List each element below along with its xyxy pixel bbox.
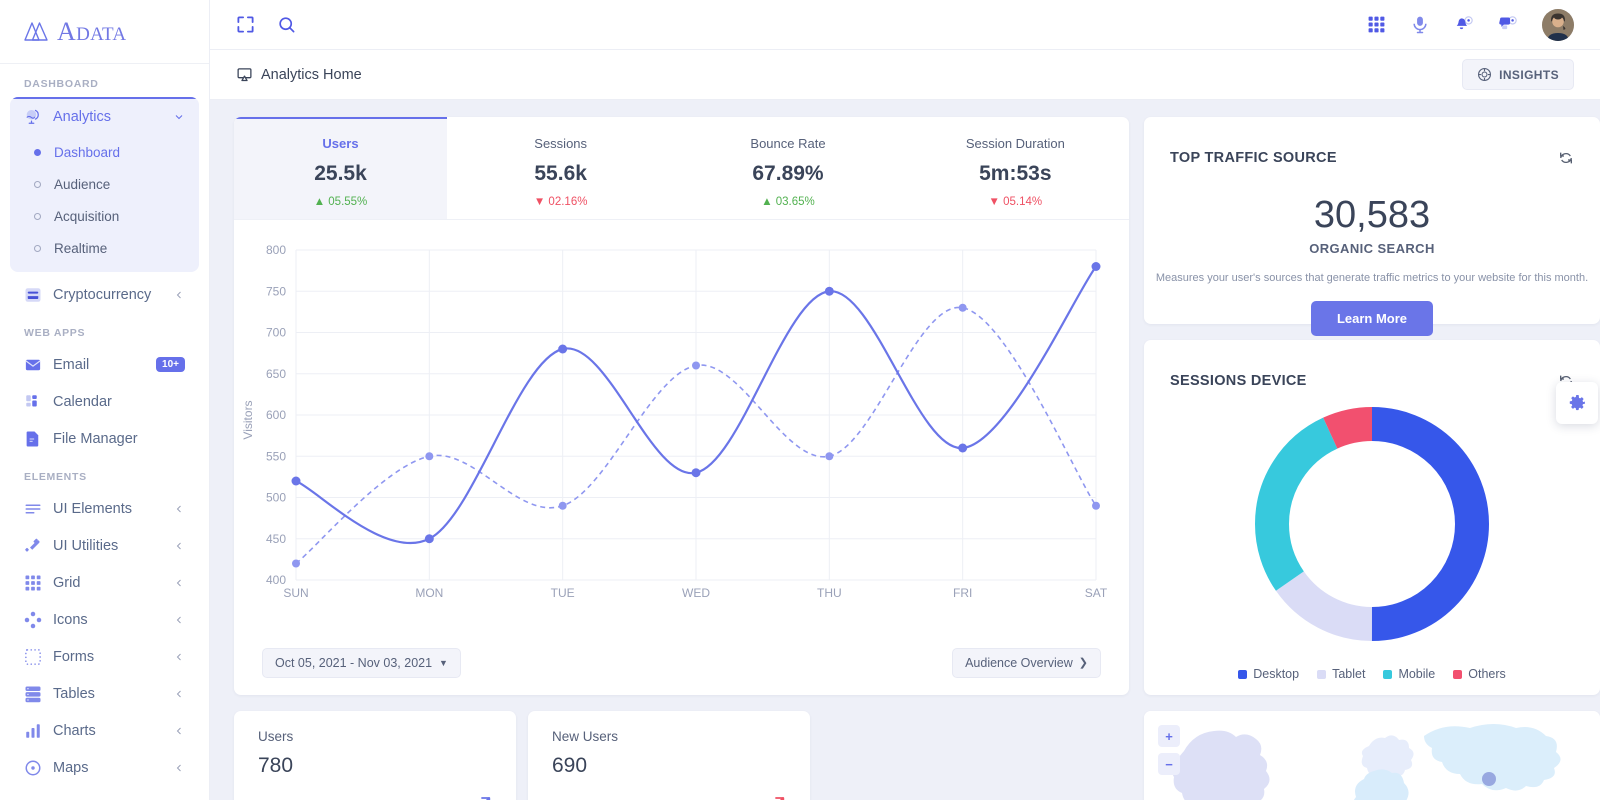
svg-text:400: 400 bbox=[266, 573, 286, 587]
svg-text:FRI: FRI bbox=[953, 586, 972, 598]
svg-text:650: 650 bbox=[266, 367, 286, 381]
svg-text:THU: THU bbox=[817, 586, 842, 598]
svg-text:Visitors: Visitors bbox=[241, 400, 255, 439]
svg-text:550: 550 bbox=[266, 449, 286, 463]
svg-text:SUN: SUN bbox=[283, 586, 308, 598]
svg-text:450: 450 bbox=[266, 532, 286, 546]
svg-text:TUE: TUE bbox=[551, 586, 575, 598]
svg-text:WED: WED bbox=[682, 586, 710, 598]
svg-text:MON: MON bbox=[415, 586, 443, 598]
svg-text:500: 500 bbox=[266, 491, 286, 505]
svg-text:700: 700 bbox=[266, 326, 286, 340]
svg-text:SAT: SAT bbox=[1085, 586, 1108, 598]
svg-text:750: 750 bbox=[266, 284, 286, 298]
svg-text:600: 600 bbox=[266, 408, 286, 422]
svg-text:800: 800 bbox=[266, 243, 286, 257]
